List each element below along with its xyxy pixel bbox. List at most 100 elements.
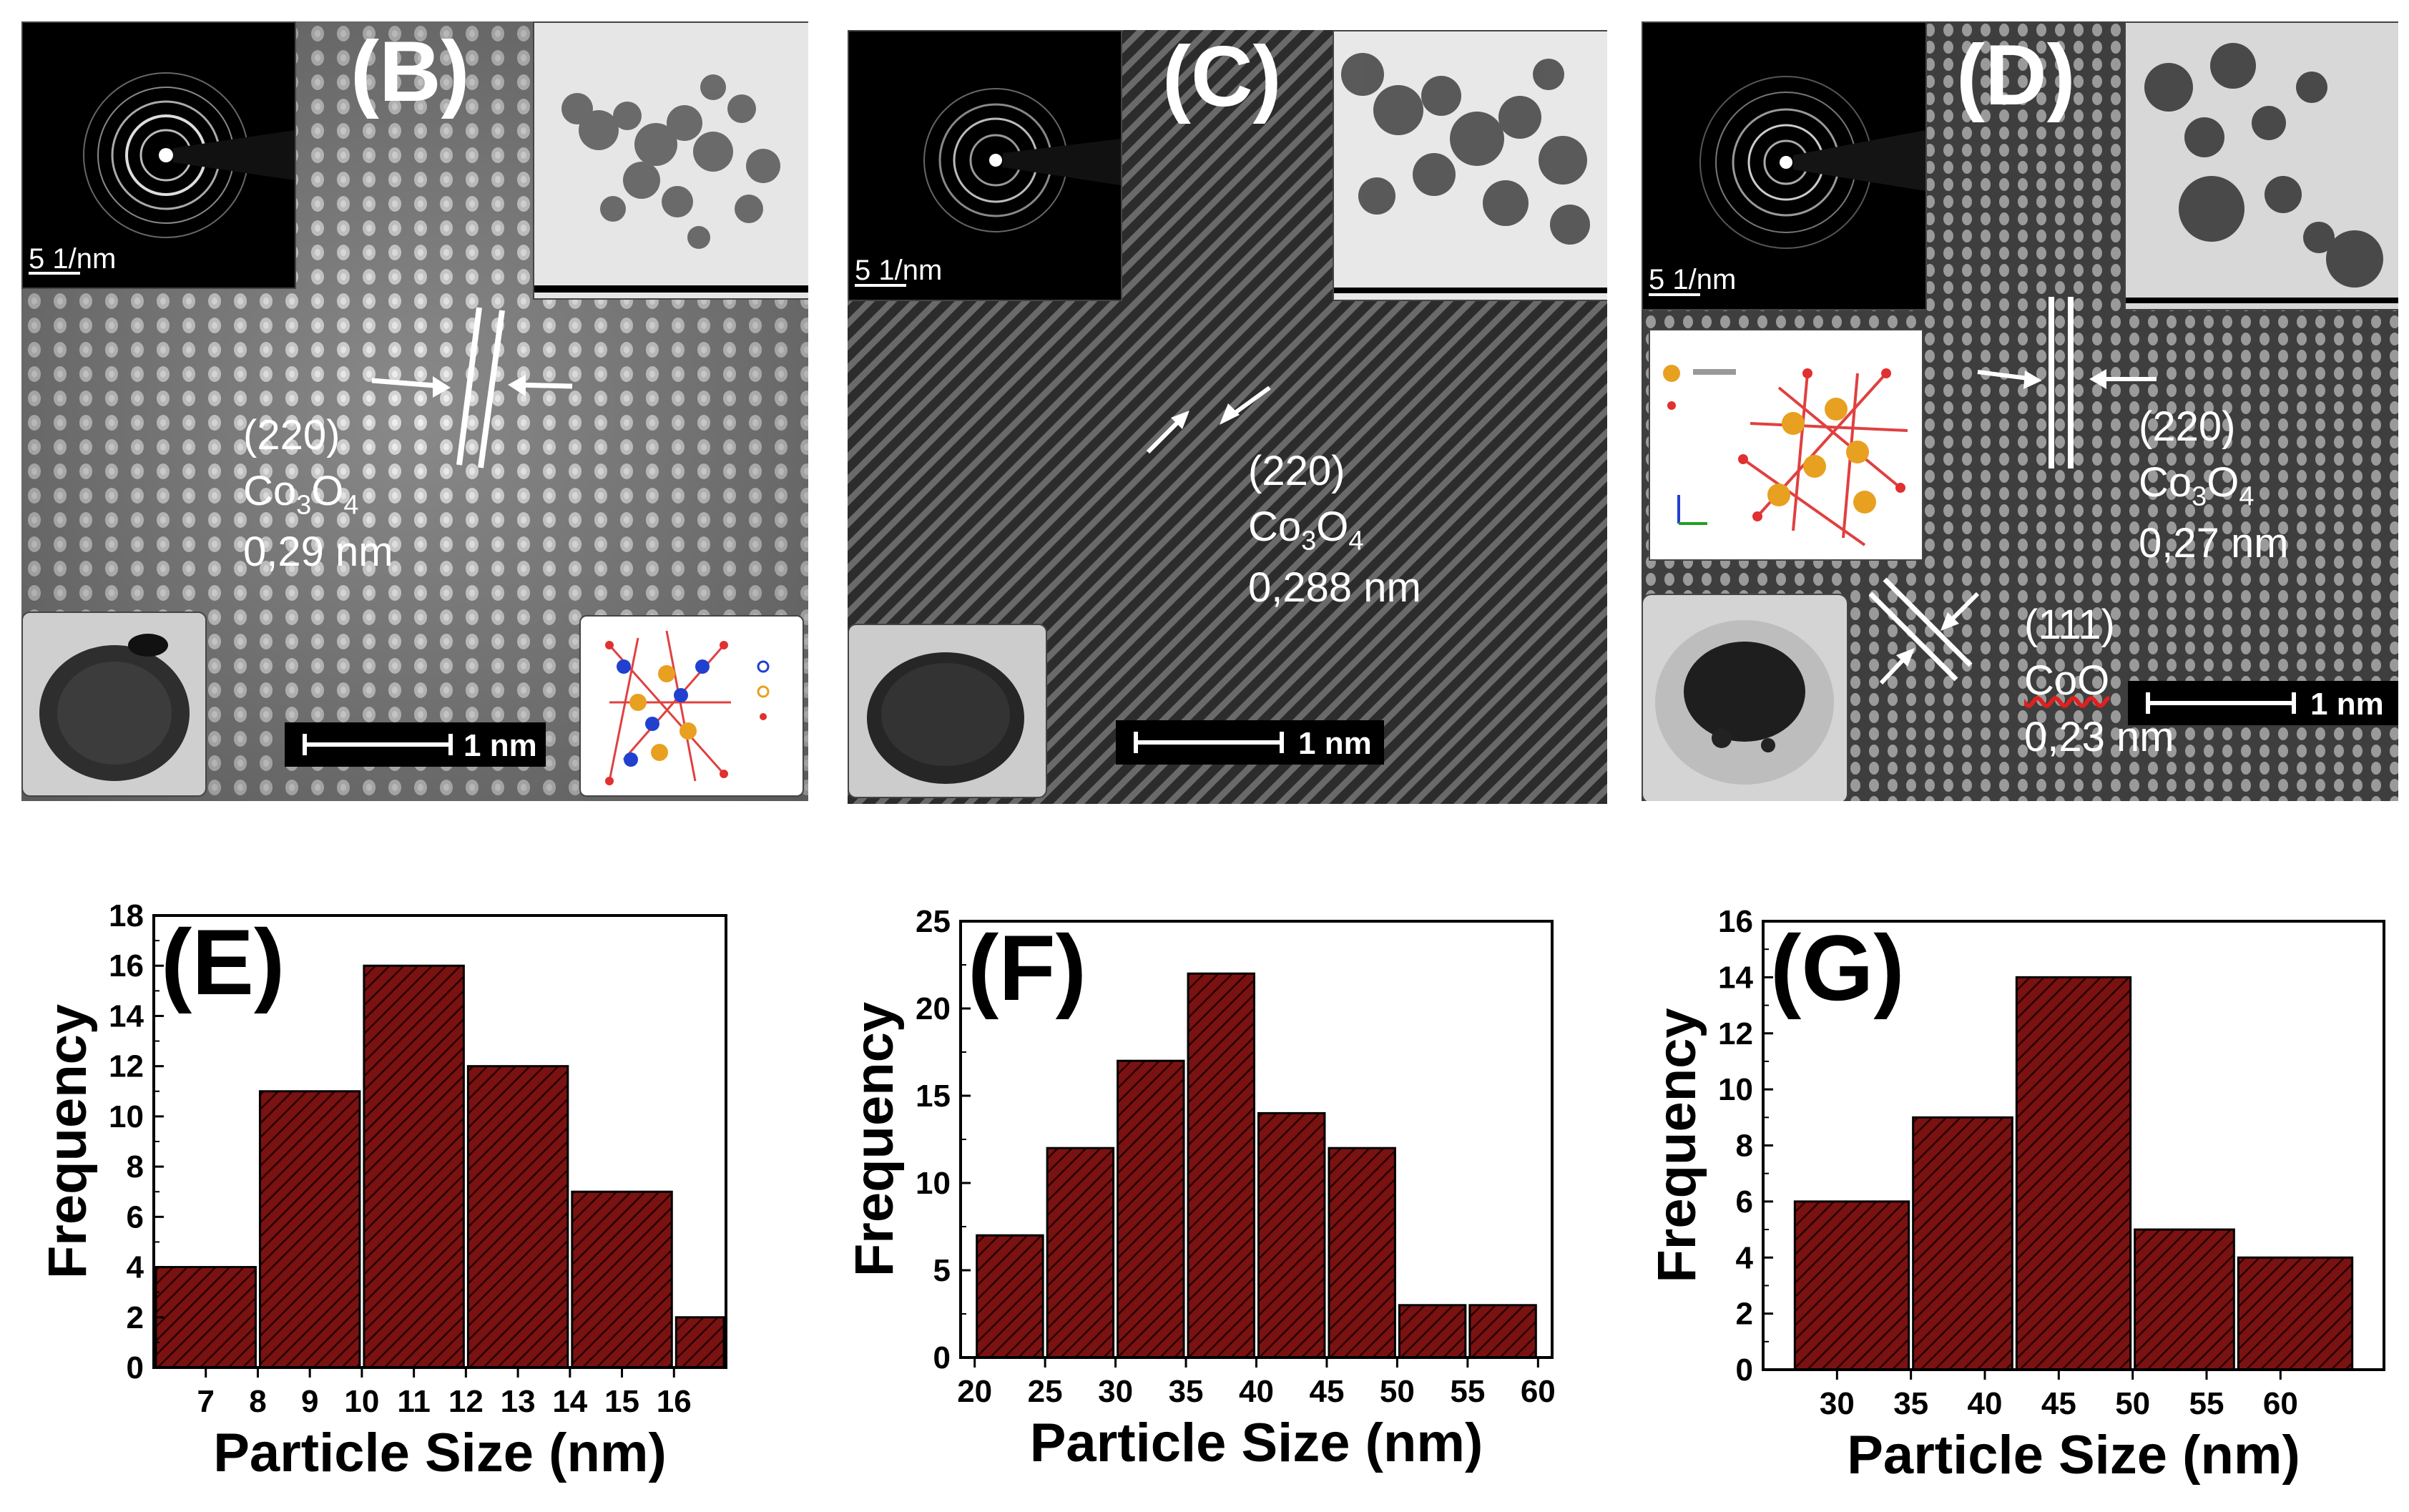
- sample-photo-c: [848, 624, 1047, 798]
- x-tick-label: 40: [1968, 1386, 2003, 1421]
- x-tick-label: 14: [552, 1384, 587, 1419]
- x-tick-label: 45: [2041, 1386, 2076, 1421]
- x-tick-label: 30: [1820, 1386, 1855, 1421]
- y-tick-label: 0: [1736, 1353, 1753, 1388]
- scale-bar-c: 1 nm: [1116, 720, 1384, 765]
- histogram-bar: [1398, 1304, 1467, 1359]
- y-tick-label: 4: [127, 1250, 144, 1285]
- panel-label: (E): [161, 910, 285, 1014]
- phase-formula: CoO: [2024, 657, 2110, 705]
- micrograph-panel-c: (C) 5 1/nm (220) Co3O4 0,288 nm: [848, 30, 1607, 804]
- x-tick-label: 13: [501, 1384, 536, 1419]
- x-tick-label: 11: [397, 1384, 431, 1419]
- y-tick-label: 15: [916, 1079, 951, 1114]
- d-spacing: 0,288 nm: [1248, 564, 1421, 612]
- y-tick-label: 5: [933, 1253, 951, 1288]
- histogram-bar: [1468, 1304, 1537, 1359]
- y-tick-label: 2: [1736, 1297, 1753, 1332]
- x-axis-label: Particle Size (nm): [213, 1423, 667, 1483]
- plane-index: (220): [2139, 403, 2236, 450]
- micrograph-panel-b: (B) 5 1/nm (220) Co: [21, 21, 808, 801]
- x-tick-label: 12: [448, 1384, 484, 1419]
- saed-inset-d: 5 1/nm: [1642, 21, 1927, 310]
- annotation-b-1: (220) Co3O4 0,29 nm: [243, 408, 393, 580]
- histogram-bar: [2015, 976, 2132, 1371]
- histogram-bar: [154, 1266, 257, 1369]
- histogram-g: 0 2 4 6 8 10 12 14 16 30 35 40 45 50 55 60 Particle Size…: [1647, 904, 2385, 1486]
- sample-photo-d: [1642, 594, 1848, 801]
- x-tick-label: 30: [1098, 1374, 1133, 1409]
- plane-index: (220): [243, 412, 340, 458]
- y-tick-label: 2: [127, 1300, 144, 1335]
- x-tick-label: 35: [1169, 1374, 1204, 1409]
- panel-label: (F): [968, 915, 1086, 1020]
- x-tick-label: 16: [657, 1384, 692, 1419]
- x-tick-label: 40: [1239, 1374, 1274, 1409]
- y-tick-label: 12: [1718, 1016, 1753, 1051]
- nanoparticle-cluster-image: [1334, 53, 1607, 293]
- y-tick-label: 0: [127, 1350, 144, 1385]
- y-tick-label: 10: [1718, 1072, 1753, 1107]
- histogram-bar: [258, 1090, 361, 1369]
- panel-label-d: (D): [1956, 27, 2076, 123]
- crystal-structure-icon: [605, 630, 770, 785]
- y-tick-label: 10: [916, 1166, 951, 1201]
- saed-scale-b: 5 1/nm: [29, 243, 117, 275]
- panel-label: (G): [1770, 915, 1905, 1020]
- y-tick-label: 12: [109, 1049, 144, 1084]
- histogram-bar: [1046, 1147, 1115, 1359]
- y-tick-label: 10: [109, 1099, 144, 1134]
- scale-bar-b: 1 nm: [285, 722, 546, 767]
- x-axis-label: Particle Size (nm): [1847, 1425, 2300, 1486]
- y-tick-label: 8: [127, 1149, 144, 1184]
- crystal-structure-inset-b: [579, 615, 804, 797]
- histogram-f: 0 5 10 15 20 25 20 25 30 35 40 45 50 55 60 Particle Siz…: [844, 904, 1556, 1473]
- y-tick-label: 16: [109, 948, 144, 983]
- sample-photo-b: [21, 612, 207, 797]
- crystal-structure-inset-d: [1649, 329, 1923, 561]
- x-tick-label: 55: [2189, 1386, 2224, 1421]
- phase-formula: Co3O4: [2139, 459, 2255, 512]
- y-tick-label: 8: [1736, 1129, 1753, 1164]
- histogram-bar: [363, 964, 465, 1369]
- x-tick-label: 50: [2115, 1386, 2150, 1421]
- y-axis-label: Frequency: [37, 1004, 98, 1279]
- diffraction-pattern-icon: [29, 72, 295, 275]
- x-tick-label: 10: [344, 1384, 379, 1419]
- histogram-bar: [466, 1065, 569, 1369]
- micrograph-panel-d: (D) 5 1/nm: [1642, 21, 2398, 801]
- histogram-bar: [1912, 1116, 2013, 1371]
- diffraction-pattern-icon: [1649, 76, 1925, 296]
- crystal-structure-icon: [1663, 365, 1908, 546]
- annotation-c-1: (220) Co3O4 0,288 nm: [1248, 443, 1421, 616]
- annotation-d-1: (220) Co3O4 0,27 nm: [2139, 399, 2289, 571]
- x-tick-label: 25: [1028, 1374, 1063, 1409]
- x-tick-label: 60: [2263, 1386, 2298, 1421]
- histogram-bar: [1187, 972, 1255, 1359]
- panel-label-b: (B): [350, 24, 470, 119]
- plane-index: (220): [1248, 448, 1345, 494]
- histogram-bar: [2134, 1228, 2235, 1371]
- histogram-bar: [1793, 1200, 1910, 1371]
- histogram-bar: [1117, 1059, 1185, 1359]
- histogram-bar: [2237, 1256, 2354, 1371]
- powder-bowl-icon: [1655, 620, 1834, 785]
- powder-bowl-icon: [867, 652, 1024, 784]
- x-tick-label: 15: [604, 1384, 639, 1419]
- y-axis-label: Frequency: [1647, 1008, 1707, 1282]
- x-tick-label: 45: [1309, 1374, 1344, 1409]
- saed-inset-c: 5 1/nm: [848, 30, 1122, 301]
- y-tick-label: 14: [109, 998, 144, 1034]
- phase-formula: Co3O4: [243, 468, 359, 521]
- x-tick-label: 20: [957, 1374, 992, 1409]
- saed-inset-b: 5 1/nm: [21, 21, 296, 289]
- x-tick-label: 35: [1893, 1386, 1928, 1421]
- d-spacing: 0,29 nm: [243, 529, 393, 576]
- x-tick-label: 9: [301, 1384, 318, 1419]
- annotation-d-2: (111) CoO 0,23 nm: [2024, 597, 2174, 765]
- x-tick-label: 7: [197, 1384, 214, 1419]
- histogram-bar: [976, 1234, 1044, 1359]
- x-tick-label: 8: [249, 1384, 266, 1419]
- saed-scale-d: 5 1/nm: [1649, 264, 1737, 295]
